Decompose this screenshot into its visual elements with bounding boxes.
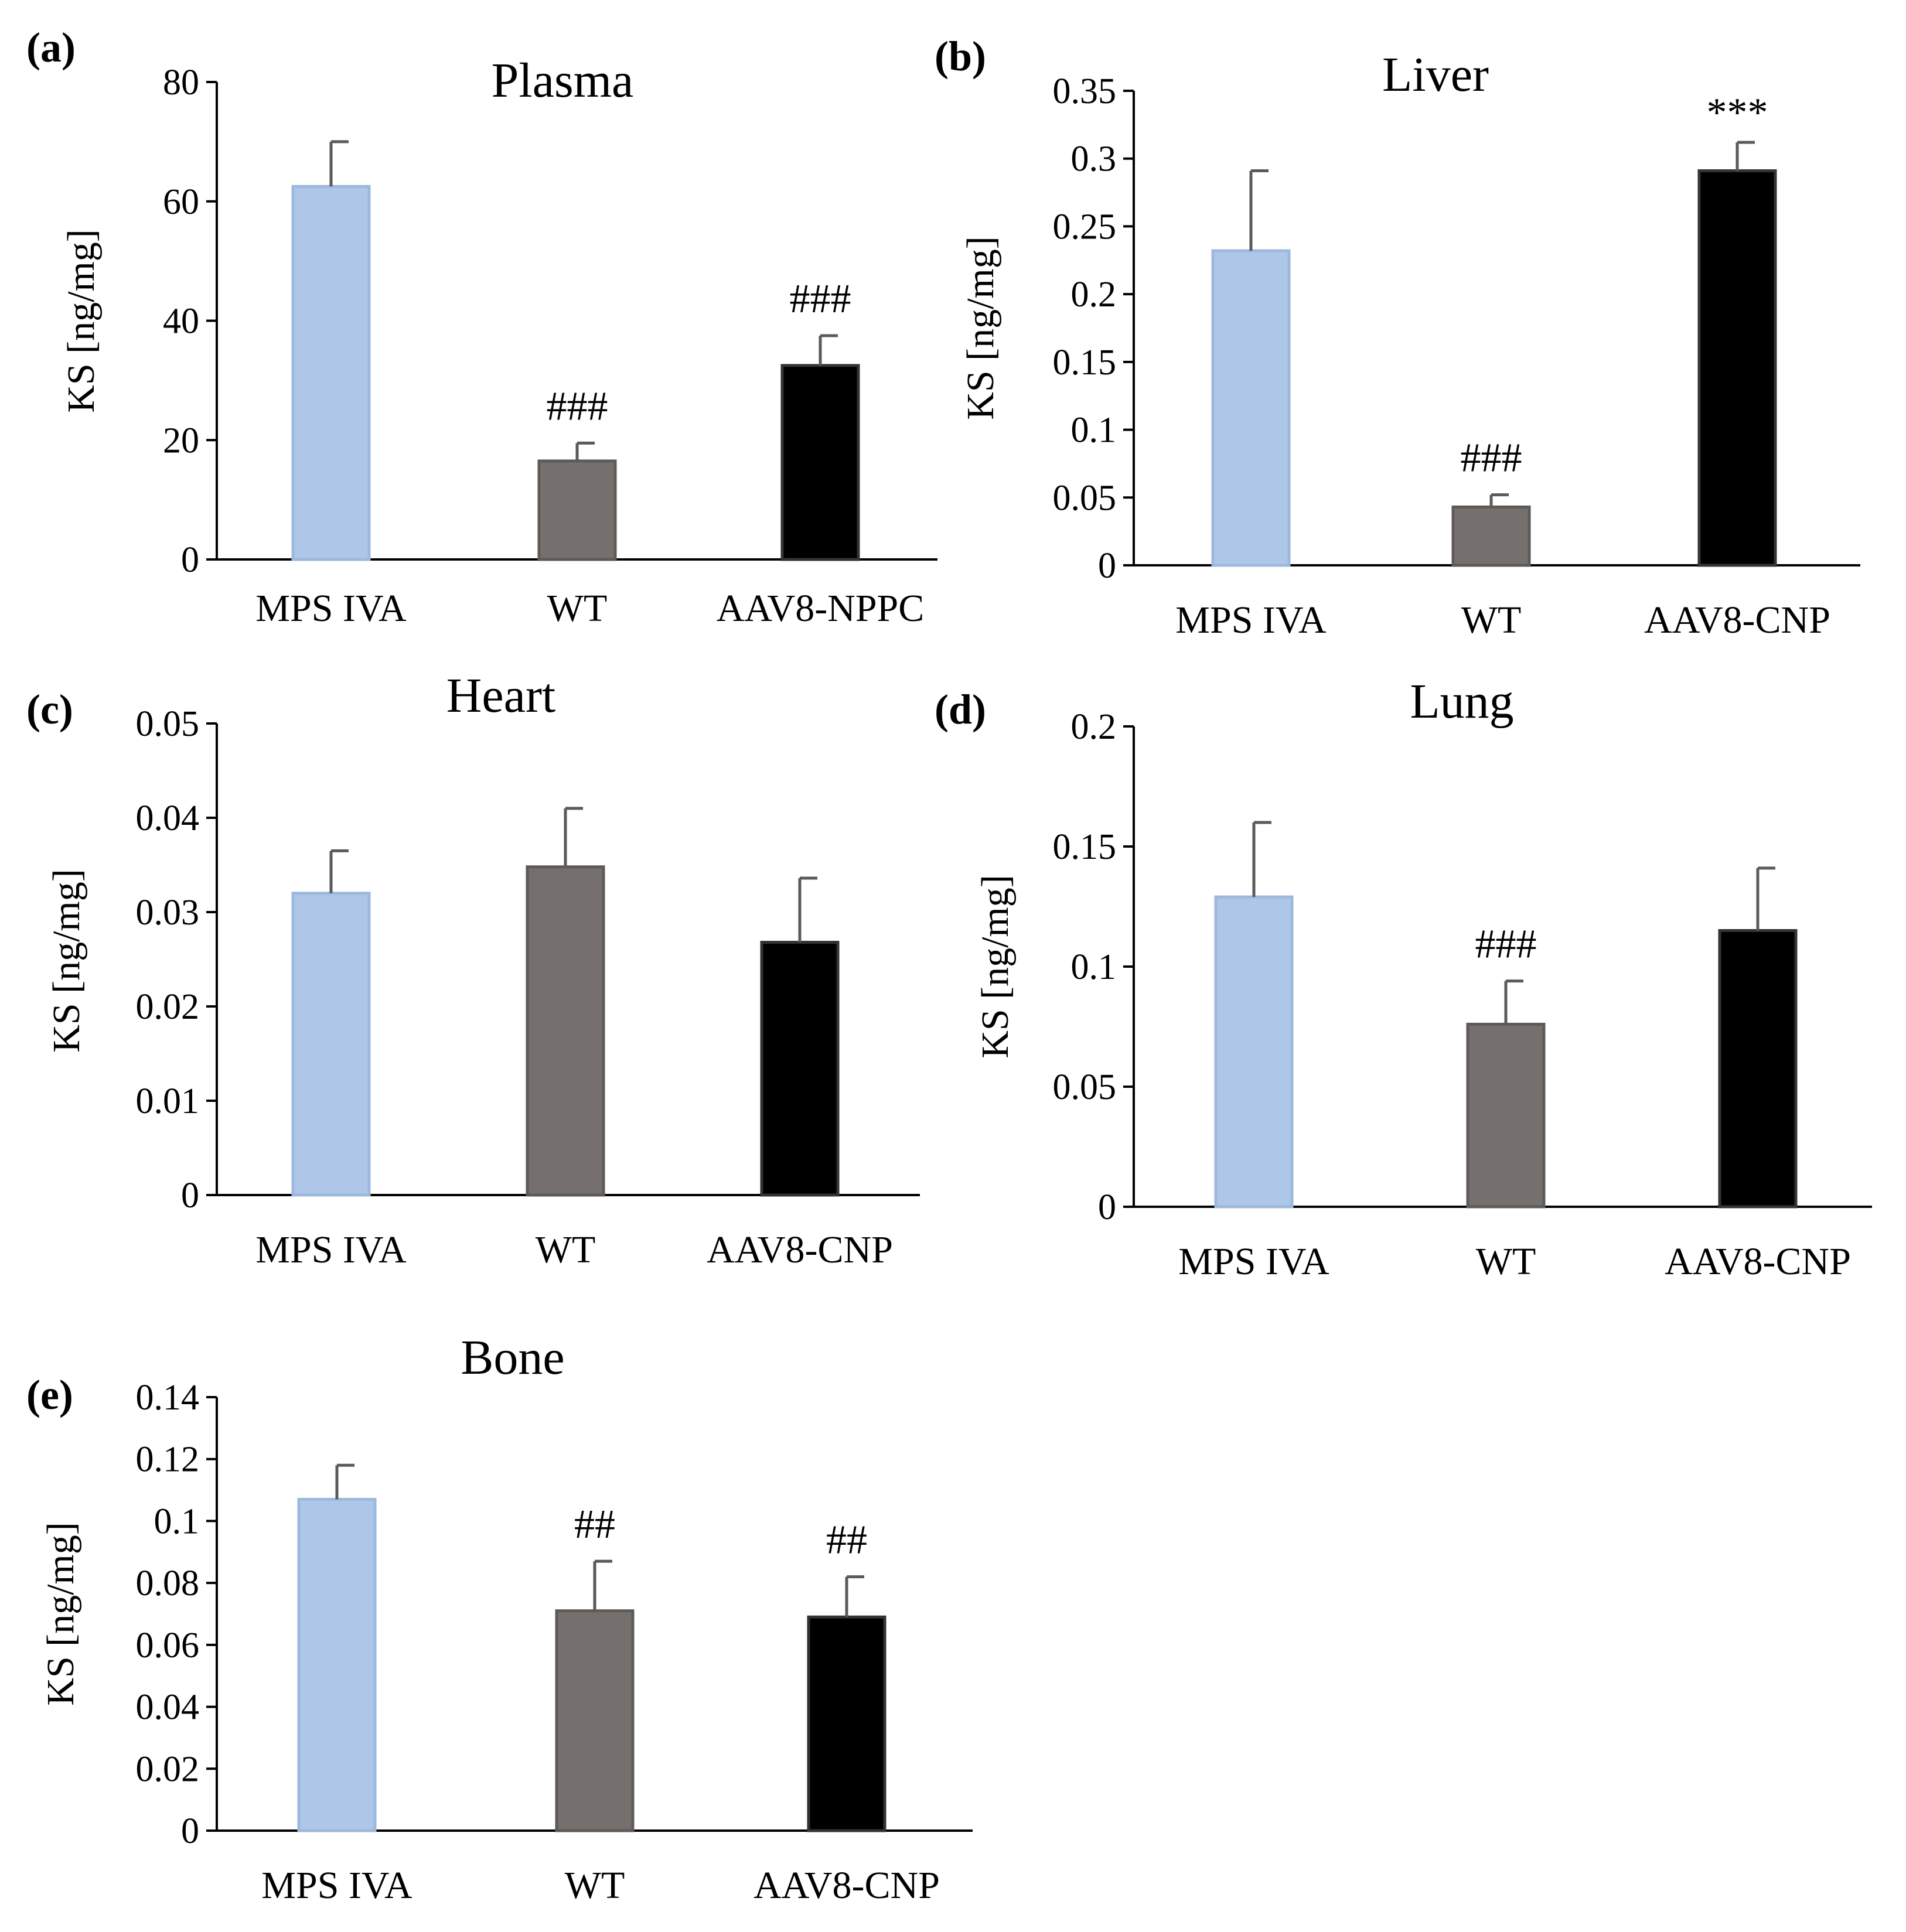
bar-wt	[555, 1609, 635, 1832]
chart-title: Lung	[1410, 674, 1513, 729]
bar-aav8-cnp	[1718, 929, 1798, 1209]
bar-wt	[526, 865, 605, 1197]
y-tick-label: 60	[163, 182, 199, 222]
y-tick-label: 0	[181, 1176, 199, 1216]
y-tick-label: 20	[163, 421, 199, 460]
y-tick-label: 0.02	[136, 1749, 200, 1789]
bar-wt	[1451, 505, 1531, 567]
bar-mps-iva	[1211, 249, 1291, 567]
bar-mps-iva	[1214, 895, 1294, 1209]
y-tick-label: 0.08	[136, 1564, 200, 1603]
y-tick-label: 0.2	[1071, 707, 1117, 747]
y-tick-label: 40	[163, 302, 199, 342]
category-label: MPS IVA	[255, 1228, 407, 1271]
bar-aav8-cnp	[807, 1615, 886, 1832]
bar-aav8-cnp	[1697, 169, 1777, 567]
chart-title: Plasma	[492, 53, 634, 108]
y-tick-label: 0.1	[1071, 947, 1117, 987]
category-label: MPS IVA	[1175, 599, 1327, 641]
category-label: WT	[1476, 1240, 1536, 1283]
category-label: MPS IVA	[261, 1864, 412, 1907]
y-axis-label: KS [ng/mg]	[974, 875, 1017, 1059]
y-tick-label: 0.05	[136, 704, 200, 744]
panel-label: (c)	[26, 686, 73, 733]
significance-label: ###	[790, 277, 851, 322]
y-tick-label: 0.2	[1071, 275, 1117, 315]
y-tick-label: 0.04	[136, 1688, 200, 1728]
y-tick-label: 0.1	[154, 1501, 200, 1541]
significance-label: ###	[1475, 922, 1537, 967]
y-axis-label: KS [ng/mg]	[959, 236, 1002, 420]
y-axis-label: KS [ng/mg]	[45, 869, 88, 1053]
panel-lung: (d) Lung 0 0.05 0.1 0.15 0.2 KS [ng/mg] MPS IVA #…	[935, 674, 1872, 1283]
y-tick-label: 0.05	[1053, 1067, 1117, 1107]
y-axis-label: KS [ng/mg]	[60, 229, 103, 413]
y-tick-label: 0.01	[136, 1081, 200, 1121]
bar-mps-iva	[297, 1497, 377, 1832]
y-tick-label: 0.06	[136, 1626, 200, 1665]
y-tick-label: 0.12	[136, 1440, 200, 1480]
category-label: WT	[536, 1228, 596, 1271]
y-tick-label: 0.04	[136, 798, 200, 838]
category-label: MPS IVA	[255, 587, 407, 630]
category-label: AAV8-CNP	[707, 1228, 893, 1271]
category-label: MPS IVA	[1178, 1240, 1329, 1283]
category-label: WT	[547, 587, 608, 630]
panel-heart: (c) Heart 0 0.01 0.02 0.03 0.04 0.05 KS [ng/mg] M…	[26, 668, 920, 1271]
y-tick-label: 0.02	[136, 987, 200, 1027]
category-label: AAV8-CNP	[753, 1864, 940, 1907]
bar-mps-iva	[291, 892, 371, 1197]
category-label: AAV8-CNP	[1665, 1240, 1851, 1283]
panel-liver: (b) Liver 0 0.05 0.1 0.15 0.2 0.25 0.3 0.35 KS [ng…	[935, 33, 1860, 641]
y-tick-label: 0	[1098, 546, 1116, 586]
bar-wt	[1466, 1022, 1546, 1209]
significance-label: ***	[1707, 90, 1768, 135]
y-tick-label: 0	[181, 1811, 199, 1851]
y-tick-label: 80	[163, 63, 199, 103]
significance-label: ###	[547, 384, 608, 429]
category-label: WT	[1461, 599, 1522, 641]
panel-label: (b)	[935, 33, 986, 80]
panel-label: (a)	[26, 24, 76, 71]
category-label: AAV8-NPPC	[717, 587, 925, 630]
significance-label: ##	[574, 1502, 615, 1547]
chart-title: Liver	[1382, 47, 1489, 102]
y-tick-label: 0	[181, 540, 199, 580]
y-tick-label: 0.15	[1053, 343, 1117, 383]
panel-plasma: (a) Plasma 0 20 40 60 80 KS [ng/mg] MPS IVA ### WT…	[26, 24, 937, 630]
category-label: AAV8-CNP	[1644, 599, 1830, 641]
bar-aav8-cnp	[760, 941, 840, 1197]
y-tick-label: 0	[1098, 1187, 1116, 1227]
y-tick-label: 0.25	[1053, 207, 1117, 247]
panel-label: (d)	[935, 686, 986, 733]
y-tick-label: 0.03	[136, 893, 200, 933]
significance-label: ##	[826, 1518, 867, 1563]
bar-mps-iva	[291, 185, 371, 561]
y-tick-label: 0.1	[1071, 411, 1117, 450]
panel-label: (e)	[26, 1371, 73, 1418]
bar-wt	[537, 459, 617, 561]
chart-title: Bone	[461, 1330, 564, 1385]
y-tick-label: 0.05	[1053, 478, 1117, 518]
y-tick-label: 0.35	[1053, 71, 1117, 111]
bar-aav8-nppc	[780, 364, 860, 561]
y-tick-label: 0.15	[1053, 827, 1117, 867]
y-axis-label: KS [ng/mg]	[39, 1522, 82, 1706]
category-label: WT	[565, 1864, 625, 1907]
y-tick-label: 0.14	[136, 1378, 200, 1418]
significance-label: ###	[1461, 436, 1522, 481]
panel-bone: (e) Bone 0 0.02 0.04 0.06 0.08 0.1 0.12 0.14 KS [n…	[26, 1330, 973, 1907]
y-tick-label: 0.3	[1071, 139, 1117, 179]
chart-title: Heart	[446, 668, 556, 723]
